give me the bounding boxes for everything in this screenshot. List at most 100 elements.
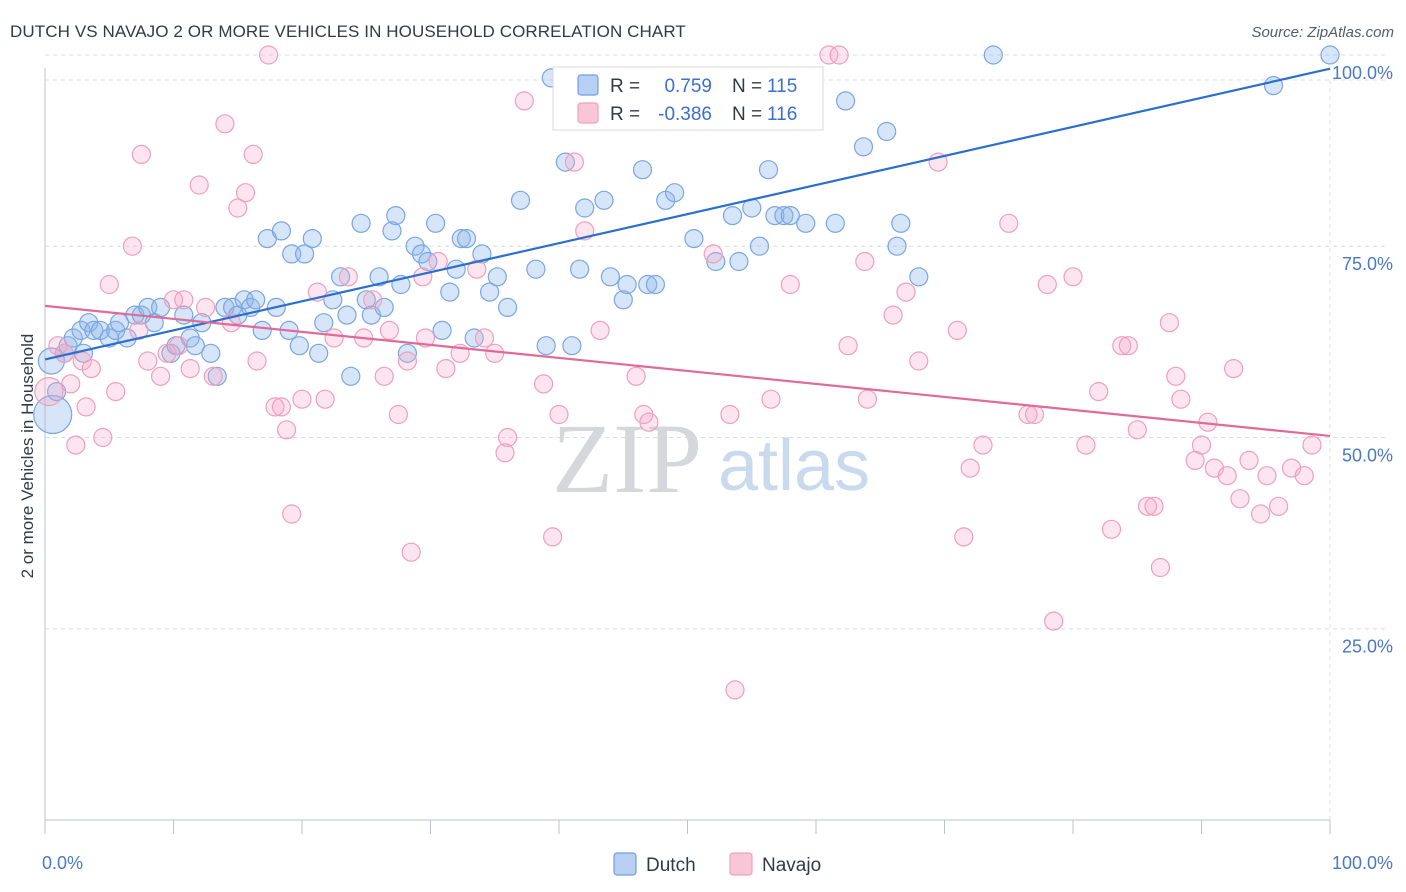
point-dutch-69 xyxy=(480,282,500,302)
point-dutch-68 xyxy=(472,244,492,264)
point-dutch-105 xyxy=(887,236,907,256)
point-navajo-27 xyxy=(235,183,256,203)
point-navajo-52 xyxy=(467,259,487,279)
point-navajo-104 xyxy=(1191,435,1212,455)
point-navajo-74 xyxy=(838,336,858,356)
point-dutch-62 xyxy=(432,320,452,340)
point-navajo-28 xyxy=(243,144,263,164)
point-navajo-78 xyxy=(896,282,916,302)
point-navajo-92 xyxy=(1089,382,1109,402)
point-dutch-54 xyxy=(382,221,402,241)
point-navajo-69 xyxy=(725,680,745,700)
point-dutch-95 xyxy=(749,236,770,256)
point-navajo-70 xyxy=(761,389,781,409)
point-dutch-103 xyxy=(853,137,874,157)
point-navajo-100 xyxy=(1159,313,1180,333)
point-navajo-42 xyxy=(374,366,394,386)
point-dutch-92 xyxy=(722,206,743,226)
point-navajo-67 xyxy=(703,244,723,264)
point-navajo-48 xyxy=(415,328,435,348)
point-navajo-73 xyxy=(829,45,849,65)
x-tick-label-min: 0.0% xyxy=(42,853,83,873)
point-dutch-37 xyxy=(271,221,291,241)
point-navajo-75 xyxy=(855,251,875,272)
point-dutch-74 xyxy=(536,336,556,356)
point-dutch-81 xyxy=(600,267,621,287)
series-legend: Dutch Navajo xyxy=(613,852,821,876)
point-navajo-4 xyxy=(66,435,86,455)
point-navajo-54 xyxy=(485,343,505,363)
point-navajo-76 xyxy=(857,389,878,409)
point-dutch-50 xyxy=(356,290,376,310)
point-navajo-59 xyxy=(542,527,563,547)
watermark: ZIP atlas xyxy=(552,403,870,514)
point-navajo-33 xyxy=(277,420,297,440)
point-dutch-55 xyxy=(386,206,406,226)
point-navajo-31 xyxy=(265,397,285,417)
point-dutch-71 xyxy=(498,297,518,317)
point-navajo-23 xyxy=(203,366,223,386)
point-dutch-104 xyxy=(877,121,897,142)
point-dutch-100 xyxy=(796,213,816,233)
point-navajo-56 xyxy=(498,427,518,448)
chart-title: DUTCH VS NAVAJO 2 OR MORE VEHICLES IN HO… xyxy=(10,22,686,41)
point-navajo-18 xyxy=(169,336,189,356)
point-navajo-71 xyxy=(780,274,800,295)
point-navajo-96 xyxy=(1127,420,1147,440)
legend-r-value-navajo: -0.386 xyxy=(658,104,712,125)
point-dutch-33 xyxy=(246,290,266,310)
point-navajo-47 xyxy=(413,267,433,287)
point-dutch-31 xyxy=(234,290,254,310)
point-navajo-112 xyxy=(1257,466,1277,486)
point-dutch-9 xyxy=(84,320,104,340)
point-dutch-24 xyxy=(185,336,205,356)
point-navajo-26 xyxy=(228,198,248,218)
point-dutch-43 xyxy=(309,343,329,363)
point-navajo-8 xyxy=(93,427,113,448)
point-navajo-24 xyxy=(215,114,235,134)
point-dutch-101 xyxy=(825,213,845,233)
y-tick-label-50: 50.0% xyxy=(1342,445,1393,465)
point-dutch-83 xyxy=(617,274,637,295)
point-dutch-66 xyxy=(456,229,477,249)
point-navajo-9 xyxy=(99,274,119,295)
source-label: Source: ZipAtlas.com xyxy=(1251,24,1394,41)
point-navajo-16 xyxy=(157,343,177,363)
point-navajo-41 xyxy=(363,290,383,310)
point-navajo-15 xyxy=(151,366,171,386)
point-dutch-47 xyxy=(337,305,357,325)
point-navajo-108 xyxy=(1223,359,1244,379)
point-navajo-68 xyxy=(720,404,740,425)
point-navajo-21 xyxy=(189,175,209,195)
point-navajo-89 xyxy=(1044,611,1064,631)
point-navajo-81 xyxy=(947,320,967,340)
point-navajo-45 xyxy=(397,351,417,371)
x-tick-label-max: 100.0% xyxy=(1332,853,1393,873)
point-navajo-17 xyxy=(163,290,184,310)
point-navajo-1 xyxy=(48,336,68,356)
point-dutch-5 xyxy=(63,328,83,348)
point-navajo-87 xyxy=(1024,404,1045,425)
point-navajo-84 xyxy=(973,435,993,455)
point-dutch-57 xyxy=(397,343,417,363)
point-navajo-32 xyxy=(271,397,291,417)
legend-swatch-dutch xyxy=(577,74,599,96)
grid-layer xyxy=(45,54,1385,820)
point-dutch-42 xyxy=(302,229,322,249)
legend-r-label-dutch: R = xyxy=(610,76,640,97)
point-navajo-19 xyxy=(174,290,194,310)
point-navajo-44 xyxy=(388,404,408,425)
point-dutch-110 xyxy=(1320,45,1340,65)
point-navajo-53 xyxy=(474,328,495,348)
point-dutch-107 xyxy=(909,267,929,287)
point-navajo-49 xyxy=(428,251,448,272)
point-navajo-115 xyxy=(1294,466,1314,486)
point-dutch-49 xyxy=(351,213,371,233)
point-navajo-57 xyxy=(514,91,534,111)
point-navajo-116 xyxy=(1302,435,1322,455)
point-dutch-78 xyxy=(569,259,590,279)
legend-n-value-dutch: 115 xyxy=(767,76,797,97)
point-dutch-79 xyxy=(575,198,595,218)
point-navajo-13 xyxy=(131,144,151,164)
